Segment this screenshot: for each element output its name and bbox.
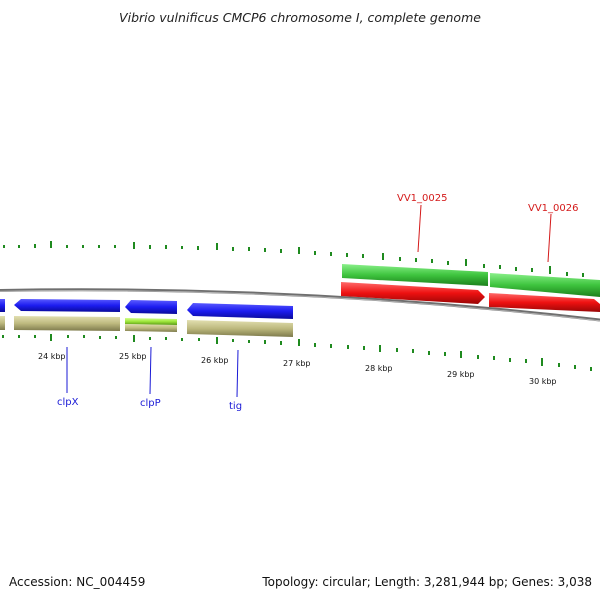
gene-clpp[interactable] [125,300,177,314]
kbp-label-27: 27 kbp [283,359,311,368]
gene-vv1-0026-red[interactable] [489,293,600,312]
gene-label-clpp[interactable]: clpP [140,398,161,409]
gene-vv1-0025-red[interactable] [341,282,485,304]
leader-tig [236,349,239,398]
genome-summary-text: Topology: circular; Length: 3,281,944 bp… [262,575,592,589]
leader-clpp [149,346,152,395]
gene-label-clpx[interactable]: clpX [57,397,79,408]
kbp-label-26: 26 kbp [201,356,229,365]
gene-khaki-3[interactable] [125,324,177,332]
kbp-label-28: 28 kbp [365,364,393,373]
leader-vv1-0026 [547,213,552,263]
gene-khaki-4[interactable] [187,320,293,337]
gene-clpx[interactable] [14,299,120,312]
kbp-label-24: 24 kbp [38,352,66,361]
gene-blue-1[interactable] [0,299,5,312]
gene-label-vv1-0026[interactable]: VV1_0026 [528,203,579,214]
accession-text: Accession: NC_004459 [9,575,146,589]
gene-label-tig[interactable]: tig [229,401,242,412]
map-title: Vibrio vulnificus CMCP6 chromosome I, co… [119,10,481,25]
gene-vv1-0025-green[interactable] [342,264,488,286]
kbp-label-25: 25 kbp [119,352,147,361]
gene-khaki-1[interactable] [0,316,5,330]
gene-tig[interactable] [187,303,293,319]
leader-vv1-0025 [417,204,422,253]
chromosome-backbone [0,288,600,322]
kbp-label-30: 30 kbp [529,377,557,386]
gene-vv1-0026-green[interactable] [490,273,600,297]
gene-label-vv1-0025[interactable]: VV1_0025 [397,193,448,204]
gene-khaki-2[interactable] [14,316,120,331]
tick-marks-upper [3,241,584,277]
gene-lime[interactable] [125,318,177,325]
kbp-label-29: 29 kbp [447,370,475,379]
tick-marks-lower [2,334,592,371]
